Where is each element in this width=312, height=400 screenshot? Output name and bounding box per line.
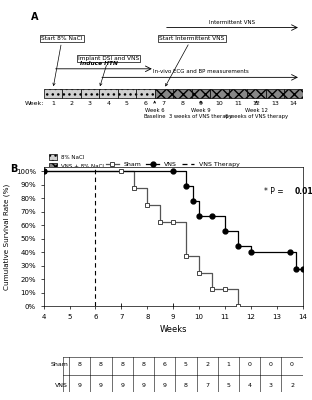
Text: 12: 12	[252, 102, 260, 106]
Text: 8: 8	[78, 362, 82, 367]
Text: 8: 8	[99, 362, 103, 367]
Text: B: B	[10, 164, 17, 174]
Text: VNS: VNS	[55, 382, 68, 388]
Text: 9: 9	[78, 382, 82, 388]
Text: 8: 8	[184, 382, 188, 388]
Text: 1: 1	[51, 102, 55, 106]
Text: 9: 9	[163, 382, 167, 388]
Text: 4: 4	[248, 382, 251, 388]
Text: 13: 13	[271, 102, 279, 106]
Text: 1: 1	[227, 362, 230, 367]
Text: 6: 6	[163, 362, 167, 367]
Text: 8: 8	[142, 362, 145, 367]
Text: Week:: Week:	[24, 102, 44, 106]
Text: * P =: * P =	[264, 187, 286, 196]
Text: A: A	[31, 12, 38, 22]
Text: 0: 0	[248, 362, 251, 367]
Text: 5: 5	[125, 102, 129, 106]
Bar	[210, 89, 229, 98]
Text: 14: 14	[290, 102, 297, 106]
Text: 6: 6	[144, 102, 147, 106]
Bar	[136, 89, 155, 98]
Text: 2: 2	[205, 362, 209, 367]
Text: Implant DSI and VNS: Implant DSI and VNS	[78, 56, 139, 86]
Text: 0: 0	[290, 362, 294, 367]
Text: In-vivo ECG and BP measurements: In-vivo ECG and BP measurements	[153, 69, 249, 74]
Text: 5: 5	[184, 362, 188, 367]
Bar	[118, 89, 136, 98]
Text: Start 8% NaCl: Start 8% NaCl	[41, 36, 83, 86]
Text: 0.0105: 0.0105	[295, 187, 312, 196]
Text: Induce HTN: Induce HTN	[80, 61, 118, 66]
Text: 9: 9	[141, 382, 145, 388]
Text: 8: 8	[120, 362, 124, 367]
Text: 11: 11	[234, 102, 242, 106]
Text: Week 6
Baseline: Week 6 Baseline	[144, 101, 166, 119]
Text: 5: 5	[227, 382, 230, 388]
X-axis label: Weeks: Weeks	[159, 326, 187, 334]
Bar	[266, 89, 284, 98]
Text: 10: 10	[216, 102, 223, 106]
Bar	[173, 89, 192, 98]
Text: 9: 9	[199, 102, 203, 106]
Text: 9: 9	[99, 382, 103, 388]
Bar	[62, 89, 81, 98]
Bar	[229, 89, 247, 98]
Text: 0: 0	[269, 362, 273, 367]
Text: 3: 3	[269, 382, 273, 388]
Bar	[192, 89, 210, 98]
Legend: 8% NaCl, VNS + 8% NaCl: 8% NaCl, VNS + 8% NaCl	[46, 152, 107, 171]
Text: 3: 3	[88, 102, 92, 106]
Legend: Sham, VNS, VNS Therapy: Sham, VNS, VNS Therapy	[104, 159, 243, 170]
Text: Week 9
3 weeks of VNS therapy: Week 9 3 weeks of VNS therapy	[169, 101, 232, 119]
Bar	[81, 89, 99, 98]
Text: 8: 8	[180, 102, 184, 106]
Text: 7: 7	[162, 102, 166, 106]
Text: 4: 4	[106, 102, 110, 106]
Bar	[99, 89, 118, 98]
Text: 7: 7	[205, 382, 209, 388]
Bar	[155, 89, 173, 98]
Text: 2: 2	[70, 102, 73, 106]
Text: 9: 9	[120, 382, 124, 388]
Bar	[247, 89, 266, 98]
Bar	[44, 89, 62, 98]
Text: 2: 2	[290, 382, 294, 388]
Text: Start Intermittent VNS: Start Intermittent VNS	[159, 36, 224, 86]
Text: Week 12
6 weeks of VNS therapy: Week 12 6 weeks of VNS therapy	[225, 101, 288, 119]
Bar	[284, 89, 303, 98]
Text: Intermittent VNS: Intermittent VNS	[209, 20, 256, 25]
Text: Sham: Sham	[50, 362, 68, 367]
Y-axis label: Cumulative Survival Rate (%): Cumulative Survival Rate (%)	[4, 184, 10, 290]
